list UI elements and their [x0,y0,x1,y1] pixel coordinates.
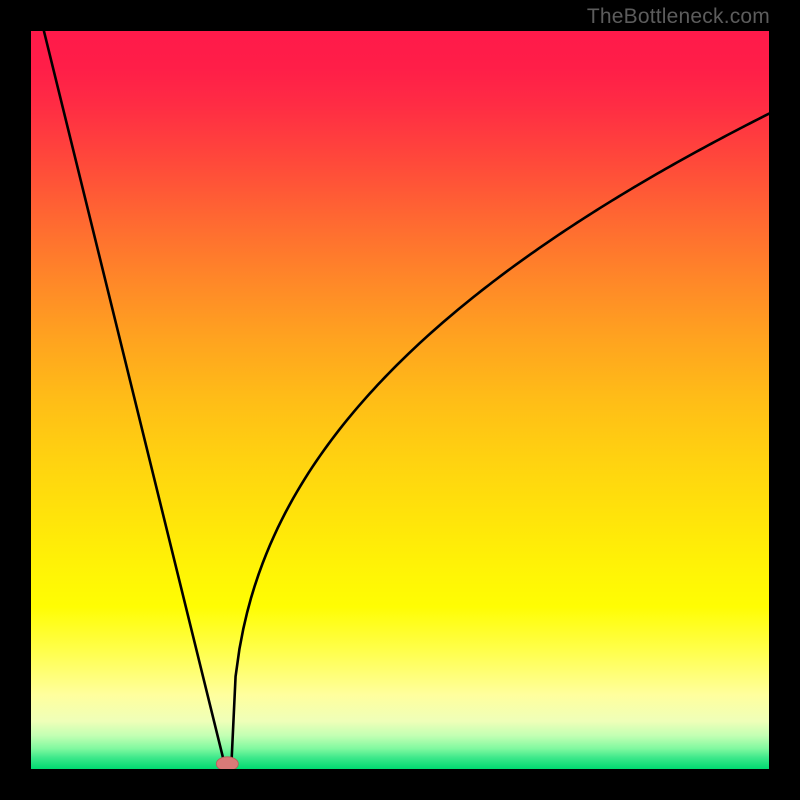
plot-area [31,31,769,769]
watermark-text: TheBottleneck.com [587,5,770,29]
curve-layer [31,31,769,769]
